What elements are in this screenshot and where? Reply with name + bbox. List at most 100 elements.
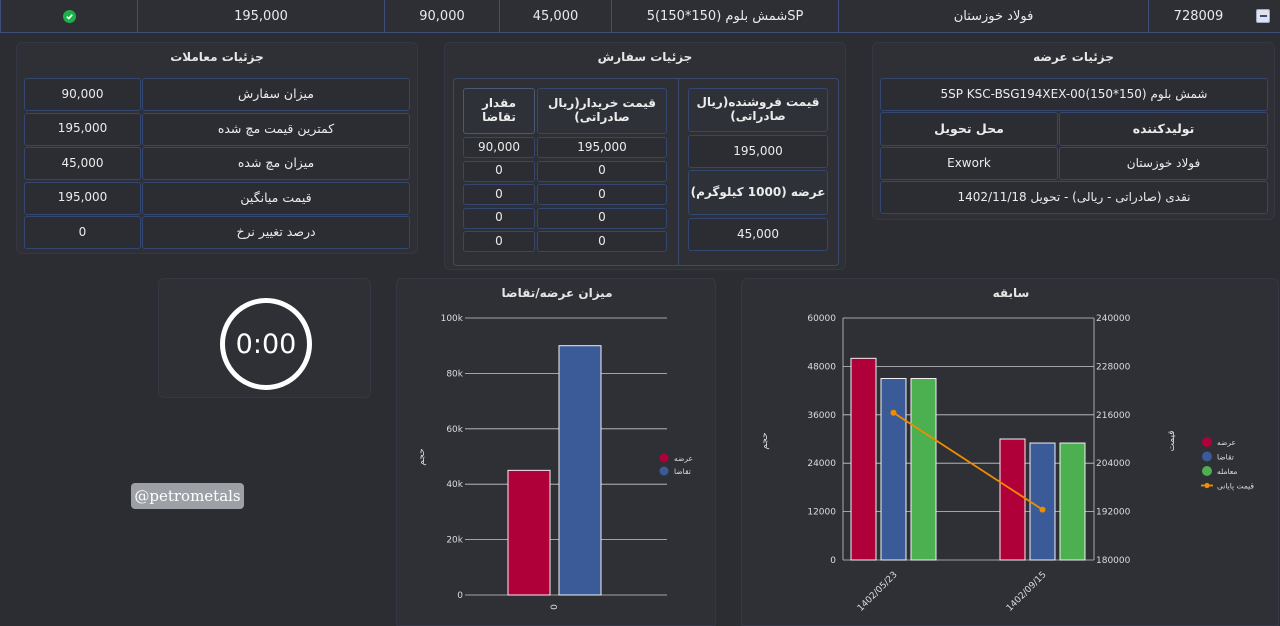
history-chart-panel: سابقه 0 12000 24000 36000 48000 60000 180000 192… [741,278,1279,626]
y2-tick-label: 180000 [1096,556,1131,566]
supply-demand-chart-panel: میزان عرضه/تقاضا 0 20k 40k 60k 80k 100k حجم 0 عرض… [396,278,716,626]
seller-price-header: قیمت فروشنده(ریال صادراتی) [688,88,828,132]
bar [1059,442,1086,561]
collapse-button[interactable] [1256,9,1270,23]
offer-symbol: 5SP KSC-BSG194XEX-00(150*150) شمش بلوم [880,78,1268,111]
chart-title: سابقه [993,286,1030,300]
legend-marker [1202,437,1212,447]
bid-price: 0 [537,231,667,252]
y-axis-label: حجم [760,432,770,449]
row-producer: فولاد خوزستان [838,0,1148,32]
delivery-header: محل تحویل [880,112,1058,146]
y-tick-label: 0 [830,556,836,566]
row-supply: 45,000 [499,0,611,32]
trade-value: 45,000 [24,147,141,180]
bid-qty: 0 [463,231,535,252]
trade-value: 0 [24,216,141,249]
y2-tick-label: 204000 [1096,459,1131,469]
order-divider [678,79,679,265]
x-tick-label: 0 [550,604,560,610]
legend-marker [1202,451,1212,462]
bid-qty: 0 [463,160,535,182]
supply-demand-chart: میزان عرضه/تقاضا 0 20k 40k 60k 80k 100k حجم 0 عرض… [417,286,693,610]
demand-qty-header: مقدار تقاضا [463,88,535,134]
row-product: شمش بلوم (150*150)5SP [611,0,838,32]
trade-value: 195,000 [24,112,141,146]
buyer-price-header: قیمت خریدار(ریال صادراتی) [537,88,667,134]
y-tick-label: 40k [446,480,463,490]
row-order: 90,000 [384,0,499,32]
order-details-title: جزئیات سفارش [597,50,693,64]
trade-details-title: جزئیات معاملات [170,50,264,64]
delivery-value: Exwork [880,147,1058,180]
x-tick-label: 1402/09/15 [1005,570,1049,614]
supply-header: عرضه (1000 کیلوگرم) [688,170,828,215]
minus-icon [1259,15,1267,17]
y-tick-label: 12000 [807,508,836,518]
bar [910,378,937,561]
legend-label: معامله [1217,467,1237,476]
price-point [1039,506,1046,513]
producer-value: فولاد خوزستان [1059,147,1268,180]
row-status [0,0,137,32]
legend-label: تقاضا [674,467,691,476]
order-details-panel: جزئیات سفارش قیمت فروشنده(ریال صادراتی) … [444,42,846,270]
legend-marker [659,453,669,463]
legend-marker [1202,466,1212,476]
y2-tick-label: 228000 [1096,362,1131,372]
bid-qty: 0 [463,207,535,229]
countdown-timer: 0:00 [220,298,312,390]
y-tick-label: 48000 [807,362,836,372]
trade-label: میزان مچ شده [142,147,410,180]
y2-tick-label: 216000 [1096,411,1131,421]
bar [850,357,877,561]
y2-axis-label: قیمت [1167,430,1177,451]
supply-value: 45,000 [688,218,828,251]
y-tick-label: 20k [446,536,463,546]
history-chart: سابقه 0 12000 24000 36000 48000 60000 180000 192… [760,286,1254,614]
offer-details-panel: جزئیات عرضه 5SP KSC-BSG194XEX-00(150*150… [872,42,1275,220]
offer-details-title: جزئیات عرضه [1033,50,1114,64]
price-point [890,409,897,416]
trade-label: کمترین قیمت مچ شده [142,112,410,146]
y-tick-label: 60k [446,425,463,435]
row-id: 728009 [1148,0,1248,32]
trade-value: 90,000 [24,78,141,111]
x-tick-label: 1402/05/23 [856,570,900,614]
row-price: 195,000 [137,0,384,32]
y-tick-label: 100k [441,314,464,324]
y-axis-label: حجم [417,448,427,465]
bar [880,378,907,561]
bar [999,438,1026,561]
trade-label: قیمت میانگین [142,181,410,215]
order-details-frame [453,78,839,266]
bid-price: 0 [537,160,667,182]
producer-header: تولیدکننده [1059,112,1268,146]
legend-label: عرضه [1217,438,1236,447]
bid-price: 195,000 [537,137,667,158]
y-tick-label: 36000 [807,411,836,421]
bid-price: 0 [537,184,667,205]
y-tick-label: 60000 [807,314,836,324]
price-line [893,412,1043,511]
bid-price: 0 [537,207,667,229]
trade-label: درصد تغییر نرخ [142,216,410,249]
legend-marker [1204,482,1210,489]
bid-qty: 90,000 [463,137,535,158]
chart-title: میزان عرضه/تقاضا [502,286,613,300]
trade-value: 195,000 [24,181,141,215]
legend-label: تقاضا [1217,453,1234,462]
trade-details-panel: جزئیات معاملات میزان سفارش 90,000 کمترین ق… [16,42,418,254]
check-circle-icon [62,9,76,23]
legend-marker [659,466,669,476]
bid-qty: 0 [463,184,535,205]
bar [507,469,551,596]
trade-label: میزان سفارش [142,78,410,111]
summary-row[interactable]: 728009 فولاد خوزستان شمش بلوم (150*150)5… [0,0,1280,33]
y-tick-label: 0 [457,591,463,601]
bar [1029,442,1056,561]
bar [558,345,602,596]
watermark: @petrometals [131,483,244,509]
y-tick-label: 80k [446,369,463,379]
legend-label: قیمت پایانی [1217,482,1254,491]
